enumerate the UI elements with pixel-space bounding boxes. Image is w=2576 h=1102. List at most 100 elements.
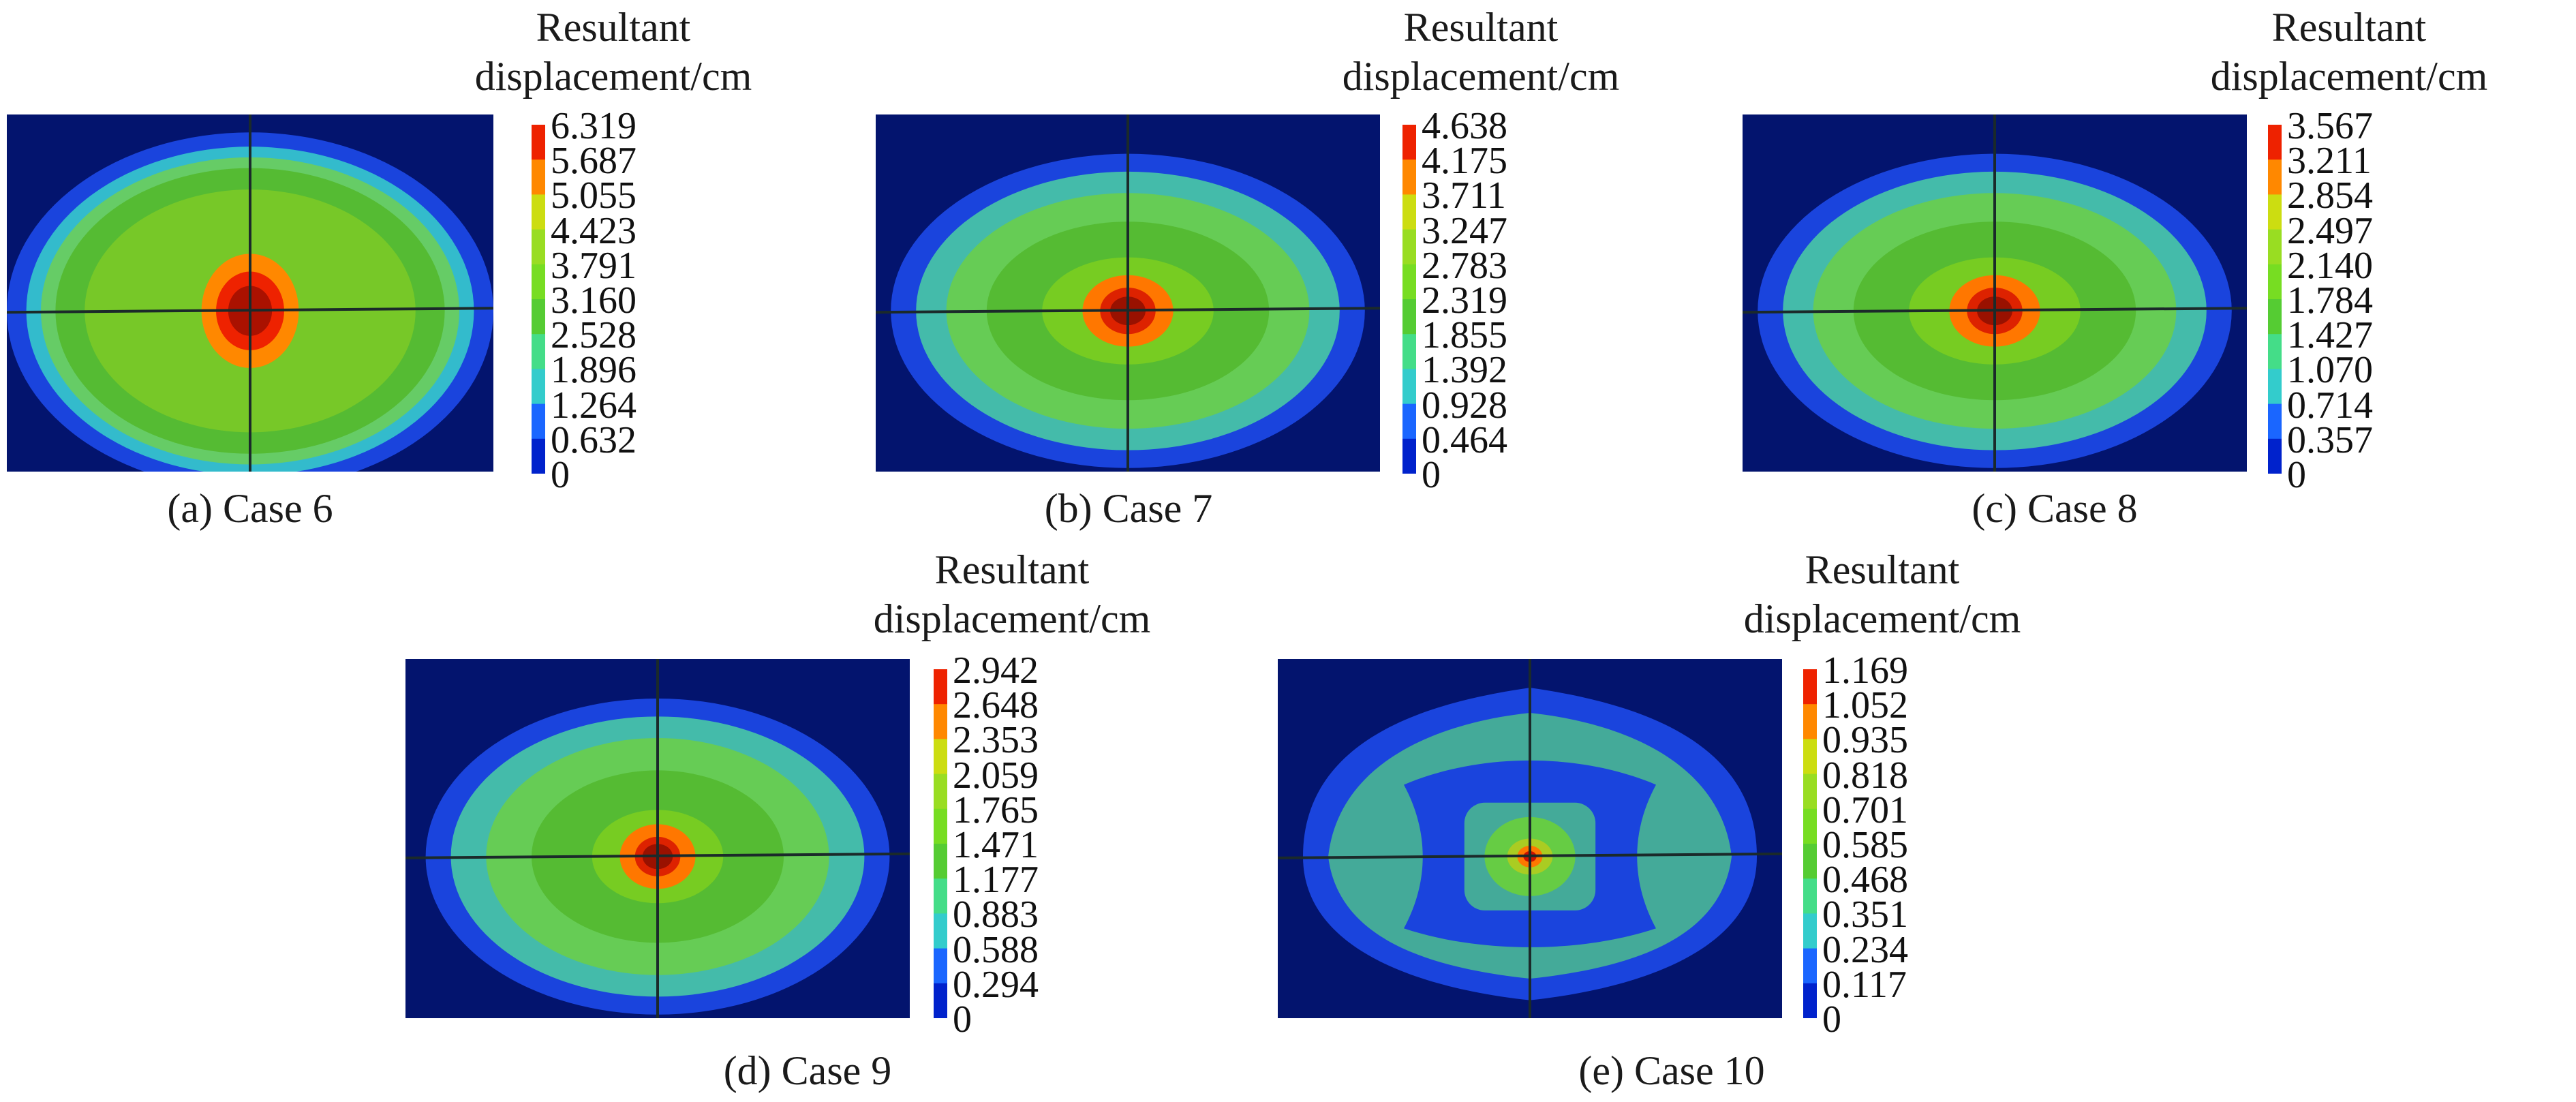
panel-caption: (a) Case 6 xyxy=(167,486,333,531)
colorbar-tick-label: 2.854 xyxy=(2287,174,2373,217)
legend-title-line1: Resultant xyxy=(1403,5,1559,50)
colorbar-tick-label: 1.471 xyxy=(953,824,1039,866)
colorbar-tick-label: 0.818 xyxy=(1822,754,1908,797)
colorbar-band xyxy=(1402,369,1416,405)
zone-cyan xyxy=(26,147,474,472)
colorbar-tick-label: 0.357 xyxy=(2287,418,2373,461)
colorbar-band xyxy=(1402,159,1416,195)
colorbar-band xyxy=(2268,194,2282,230)
colorbar-tick-label: 0.714 xyxy=(2287,384,2373,427)
colorbar-tick-label: 1.855 xyxy=(1422,314,1507,357)
panel-caption: (d) Case 9 xyxy=(723,1048,892,1093)
zone-cyan xyxy=(450,716,865,997)
colorbar-tick-label: 1.896 xyxy=(551,349,637,392)
zone-red xyxy=(634,836,681,876)
zone-light-green xyxy=(486,737,829,975)
colorbar-tick-label: 2.942 xyxy=(953,649,1039,692)
colorbar xyxy=(1402,125,1416,474)
contour-background xyxy=(405,659,910,1018)
horizontal-axis-line xyxy=(405,852,910,859)
legend-title: Resultant displacement/cm xyxy=(450,3,777,101)
colorbar-tick-label: 2.140 xyxy=(2287,244,2373,287)
colorbar-tick-label: 4.638 xyxy=(1422,105,1507,147)
horizontal-axis-line xyxy=(1743,307,2247,314)
colorbar-band xyxy=(1803,774,1817,810)
colorbar-tick-label: 3.567 xyxy=(2287,105,2373,147)
colorbar-band xyxy=(2268,125,2282,160)
colorbar-band xyxy=(532,264,545,300)
colorbar-tick-label: 0 xyxy=(953,998,972,1041)
colorbar xyxy=(2268,125,2282,474)
zone-orange xyxy=(619,824,696,889)
zone-cyan xyxy=(1328,713,1732,979)
colorbar-tick-label: 3.247 xyxy=(1422,209,1507,252)
zone-green xyxy=(532,770,784,943)
colorbar-band xyxy=(1402,194,1416,230)
colorbar-band xyxy=(532,369,545,405)
legend-title-line1: Resultant xyxy=(536,5,691,50)
colorbar-tick-label: 2.059 xyxy=(953,754,1039,797)
zone-yellow-green xyxy=(1507,838,1553,875)
colorbar-tick-label: 1.427 xyxy=(2287,314,2373,357)
zone-orange xyxy=(1949,275,2040,347)
zone-green xyxy=(986,221,1270,401)
colorbar-tick-label: 5.687 xyxy=(551,140,637,183)
colorbar-tick-label: 2.497 xyxy=(2287,209,2373,252)
colorbar-tick-label: 2.783 xyxy=(1422,244,1507,287)
zone-outer xyxy=(1758,153,2232,468)
colorbar-tick-label: 3.211 xyxy=(2287,140,2372,183)
colorbar-tick-label: 0 xyxy=(2287,454,2306,496)
zone-outer xyxy=(1303,688,1757,1000)
contour-background xyxy=(7,114,493,472)
colorbar-band xyxy=(1803,913,1817,949)
colorbar-tick-label: 1.784 xyxy=(2287,279,2373,322)
colorbar-band xyxy=(1803,704,1817,739)
colorbar-band xyxy=(934,704,947,739)
zone-yellow-green xyxy=(592,810,724,904)
colorbar-tick-label: 3.791 xyxy=(551,244,637,287)
zone-peak xyxy=(228,286,273,336)
contour-plot xyxy=(876,114,1380,472)
colorbar-tick-label: 0.928 xyxy=(1422,384,1507,427)
colorbar-band xyxy=(532,159,545,195)
legend-title-line2: displacement/cm xyxy=(2210,54,2488,99)
colorbar-tick-label: 0.117 xyxy=(1822,963,1907,1006)
colorbar-band xyxy=(934,669,947,705)
colorbar-band xyxy=(2268,438,2282,474)
colorbar-band xyxy=(532,299,545,335)
zone-inner-cyan xyxy=(1464,802,1596,910)
colorbar-band xyxy=(1402,299,1416,335)
legend-title-line1: Resultant xyxy=(1805,547,1960,592)
contour-background xyxy=(1743,114,2247,472)
colorbar-tick-label: 0 xyxy=(1822,998,1841,1041)
colorbar-band xyxy=(1803,983,1817,1018)
colorbar-band xyxy=(934,808,947,844)
colorbar-tick-label: 0.588 xyxy=(953,928,1039,971)
colorbar-tick-label: 1.177 xyxy=(953,859,1039,902)
colorbar-tick-label: 0.883 xyxy=(953,893,1039,936)
colorbar-band xyxy=(532,438,545,474)
zone-yellow-green xyxy=(1042,257,1214,365)
colorbar-tick-label: 6.319 xyxy=(551,105,637,147)
zone-red xyxy=(1100,288,1156,335)
colorbar-tick-label: 2.648 xyxy=(953,684,1039,727)
horizontal-axis-line xyxy=(1278,852,1782,859)
legend-title-line2: displacement/cm xyxy=(474,54,752,99)
legend-title-line2: displacement/cm xyxy=(1743,596,2021,641)
legend-title: Resultant displacement/cm xyxy=(848,545,1176,643)
colorbar-tick-label: 5.055 xyxy=(551,174,637,217)
colorbar-band xyxy=(2268,369,2282,405)
panel-caption: (e) Case 10 xyxy=(1578,1048,1765,1093)
colorbar-tick-label: 0.351 xyxy=(1822,893,1908,936)
zone-blue-ring xyxy=(1404,760,1656,947)
zone-yellow-green xyxy=(85,189,416,433)
zone-orange xyxy=(201,254,299,369)
zone-peak xyxy=(1523,851,1537,862)
colorbar-band xyxy=(2268,299,2282,335)
colorbar-tick-label: 0.468 xyxy=(1822,859,1908,902)
zone-red xyxy=(1967,288,2023,335)
colorbar-tick-label: 2.353 xyxy=(953,719,1039,762)
colorbar-band xyxy=(1402,229,1416,265)
